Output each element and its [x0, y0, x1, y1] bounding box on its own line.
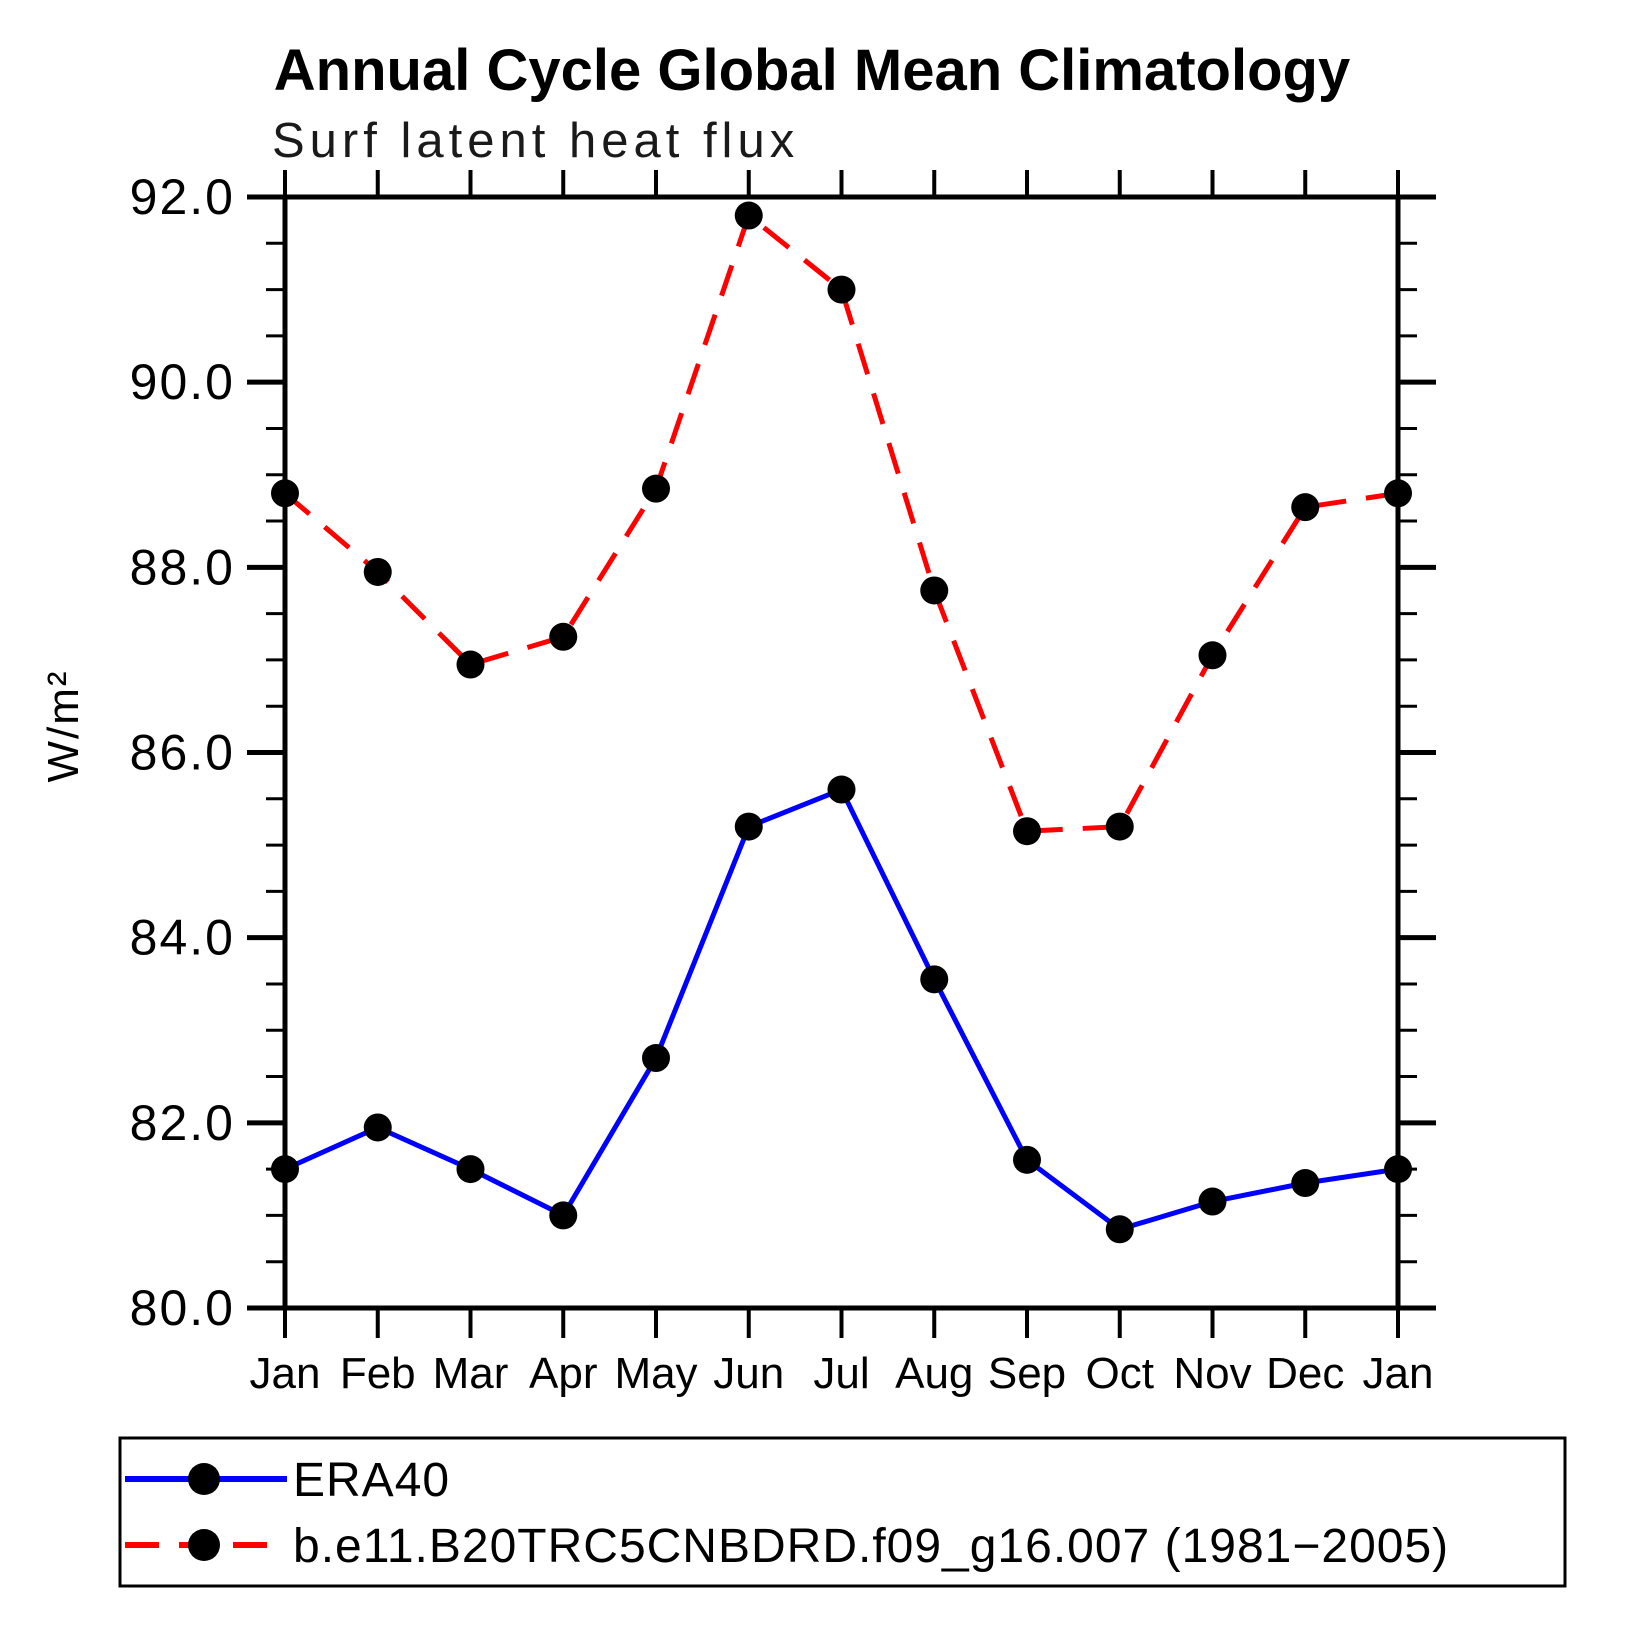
legend-border [118, 1436, 1567, 1588]
data-point-model-jan-0 [271, 479, 299, 508]
data-point-model-dec-11 [1291, 493, 1320, 522]
x-tick-label: Jun [713, 1349, 784, 1398]
y-axis-label: W/m² [39, 669, 88, 782]
data-point-model-jan-12 [1384, 479, 1412, 508]
y-tick-label: 92.0 [130, 169, 235, 225]
data-point-era40-jan-12 [1384, 1155, 1412, 1184]
y-tick-label: 84.0 [130, 910, 235, 966]
legend-box: ERA40 b.e11.B20TRC5CNBDRD.f09_g16.007 (1… [118, 1436, 1567, 1588]
legend-label-era40: ERA40 [293, 1454, 450, 1507]
chart-title: Annual Cycle Global Mean Climatology [274, 38, 1350, 103]
data-point-model-nov-10 [1198, 641, 1227, 670]
x-tick-label: Jul [813, 1349, 869, 1398]
data-point-era40-jun-5 [734, 812, 763, 841]
data-point-era40-aug-7 [920, 965, 949, 994]
chart-subtitle: Surf latent heat flux [272, 114, 799, 168]
legend-marker-dot [188, 1463, 220, 1495]
data-point-model-feb-1 [363, 557, 392, 586]
x-tick-label: May [614, 1349, 697, 1398]
data-point-model-oct-9 [1105, 812, 1134, 841]
data-point-model-jul-6 [827, 275, 856, 304]
plot-border [282, 194, 1401, 1311]
y-tick-label: 86.0 [130, 725, 235, 781]
data-point-era40-sep-8 [1013, 1145, 1041, 1174]
data-point-model-mar-2 [456, 650, 485, 679]
x-tick-label: Dec [1266, 1349, 1344, 1398]
data-point-model-apr-3 [549, 622, 578, 651]
legend-label-model: b.e11.B20TRC5CNBDRD.f09_g16.007 (1981−20… [293, 1520, 1449, 1573]
x-tick-label: Aug [895, 1349, 973, 1398]
x-tick-label: Apr [529, 1349, 597, 1398]
x-tick-label: Feb [340, 1349, 416, 1398]
y-tick-label: 90.0 [130, 354, 235, 410]
y-tick-label: 88.0 [130, 539, 235, 595]
series-line-era40 [283, 786, 1399, 1233]
x-tick-label: Jan [250, 1349, 321, 1398]
x-tick-label: Nov [1173, 1349, 1251, 1398]
data-point-era40-apr-3 [549, 1201, 578, 1230]
data-point-era40-jan-0 [271, 1155, 299, 1184]
x-tick-label: Sep [988, 1349, 1066, 1398]
data-point-era40-jul-6 [827, 775, 856, 804]
legend-entry-model: b.e11.B20TRC5CNBDRD.f09_g16.007 (1981−20… [125, 1520, 1449, 1573]
legend-marker-dot [188, 1529, 220, 1561]
y-tick-label: 80.0 [130, 1280, 235, 1336]
data-point-model-jun-5 [734, 201, 763, 230]
data-point-era40-oct-9 [1105, 1215, 1134, 1244]
data-point-era40-mar-2 [456, 1155, 485, 1184]
x-tick-label: Oct [1086, 1349, 1154, 1398]
legend-entry-era40: ERA40 [125, 1454, 450, 1507]
data-point-era40-nov-10 [1198, 1187, 1227, 1216]
data-point-model-aug-7 [920, 576, 949, 605]
series-line-model [283, 211, 1399, 834]
data-point-model-may-4 [642, 474, 670, 503]
y-tick-label: 82.0 [130, 1095, 235, 1151]
x-tick-label: Mar [433, 1349, 509, 1398]
data-point-era40-feb-1 [363, 1113, 392, 1142]
x-tick-label: Jan [1363, 1349, 1434, 1398]
plot-area: 80.0 82.0 84.0 86.0 88.0 90.0 92.0 Jan Feb Mar Apr… [130, 169, 1436, 1398]
data-point-model-sep-8 [1013, 817, 1041, 846]
data-point-era40-dec-11 [1291, 1169, 1320, 1198]
data-point-era40-may-4 [642, 1044, 670, 1073]
